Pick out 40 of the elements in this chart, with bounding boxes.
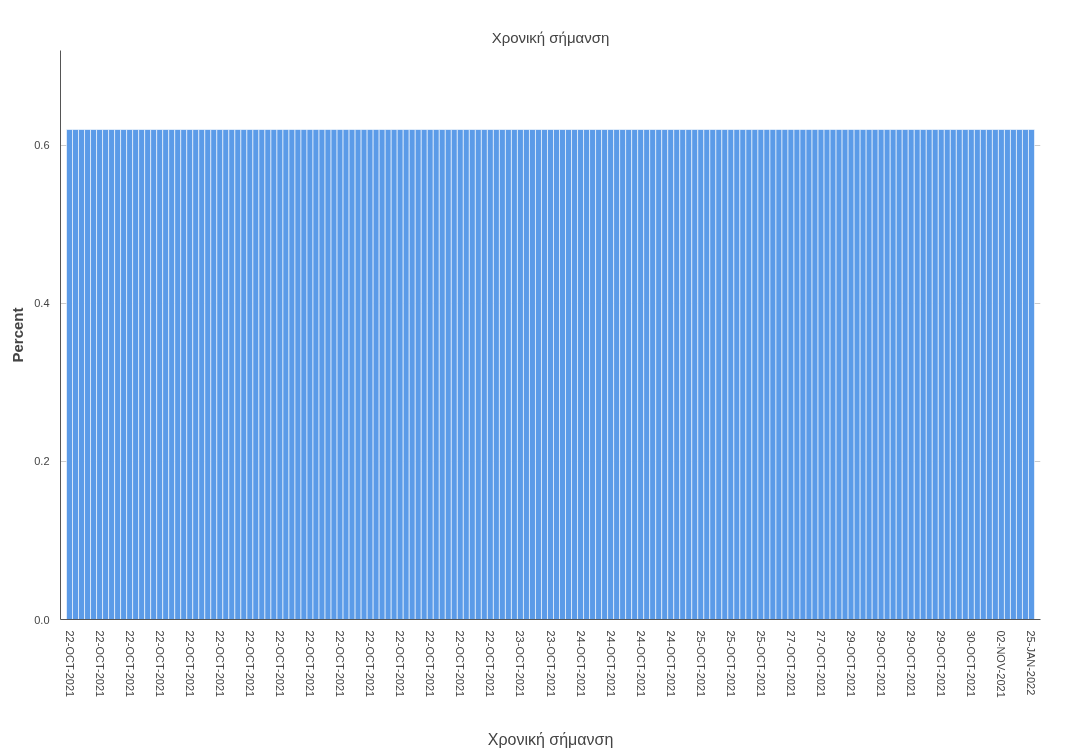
x-tick-label: 22-OCT-2021 — [93, 630, 106, 698]
x-tick-label: 29-OCT-2021 — [875, 630, 888, 698]
x-tick-label: 22-OCT-2021 — [304, 630, 317, 698]
x-tick-label: 24-OCT-2021 — [574, 630, 587, 698]
x-tick-label: 30-OCT-2021 — [965, 630, 978, 698]
x-tick-label: 29-OCT-2021 — [935, 630, 948, 698]
x-tick-label: 27-OCT-2021 — [784, 630, 797, 698]
x-tick-label: 22-OCT-2021 — [484, 630, 497, 698]
y-tick-label: 0.6 — [34, 139, 50, 152]
x-tick-label: 22-OCT-2021 — [394, 630, 407, 698]
x-tick-label: 24-OCT-2021 — [604, 630, 617, 698]
x-tick-label: 25-OCT-2021 — [754, 630, 767, 698]
x-tick-label: 25-OCT-2021 — [694, 630, 707, 698]
x-tick-label: 22-OCT-2021 — [364, 630, 377, 698]
x-tick-label: 22-OCT-2021 — [123, 630, 136, 698]
x-tick-label: 22-OCT-2021 — [183, 630, 196, 698]
x-tick-label: 22-OCT-2021 — [424, 630, 437, 698]
x-tick-label: 24-OCT-2021 — [634, 630, 647, 698]
x-tick-label: 22-OCT-2021 — [63, 630, 76, 698]
x-tick-label: 22-OCT-2021 — [273, 630, 286, 698]
x-tick-label: 25-JAN-2022 — [1025, 630, 1038, 696]
x-tick-label: 02-NOV-2021 — [995, 630, 1008, 698]
x-tick-label: 24-OCT-2021 — [664, 630, 677, 698]
x-tick-label: 27-OCT-2021 — [815, 630, 828, 698]
y-tick-label: 0.2 — [34, 455, 50, 468]
x-tick-label: 29-OCT-2021 — [905, 630, 918, 698]
x-axis-title: Χρονική σήμανση — [487, 730, 614, 748]
x-tick-label: 22-OCT-2021 — [454, 630, 467, 698]
x-tick-label: 25-OCT-2021 — [724, 630, 737, 698]
chart-title: Χρονική σήμανση — [491, 28, 610, 46]
x-tick-label: 22-OCT-2021 — [243, 630, 256, 698]
x-tick-label: 22-OCT-2021 — [334, 630, 347, 698]
y-tick-label: 0.4 — [34, 297, 50, 310]
x-tick-label: 29-OCT-2021 — [845, 630, 858, 698]
x-tick-label: 23-OCT-2021 — [514, 630, 527, 698]
x-tick-label: 22-OCT-2021 — [213, 630, 226, 698]
y-tick-label: 0.0 — [34, 613, 50, 626]
x-tick-label: 22-OCT-2021 — [153, 630, 166, 698]
y-axis-title: Percent — [9, 307, 27, 363]
x-tick-label: 23-OCT-2021 — [544, 630, 557, 698]
